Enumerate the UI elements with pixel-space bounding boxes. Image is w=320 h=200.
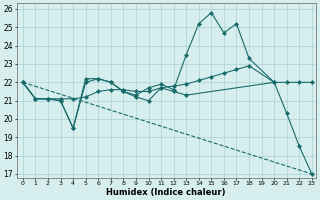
X-axis label: Humidex (Indice chaleur): Humidex (Indice chaleur)	[106, 188, 226, 197]
